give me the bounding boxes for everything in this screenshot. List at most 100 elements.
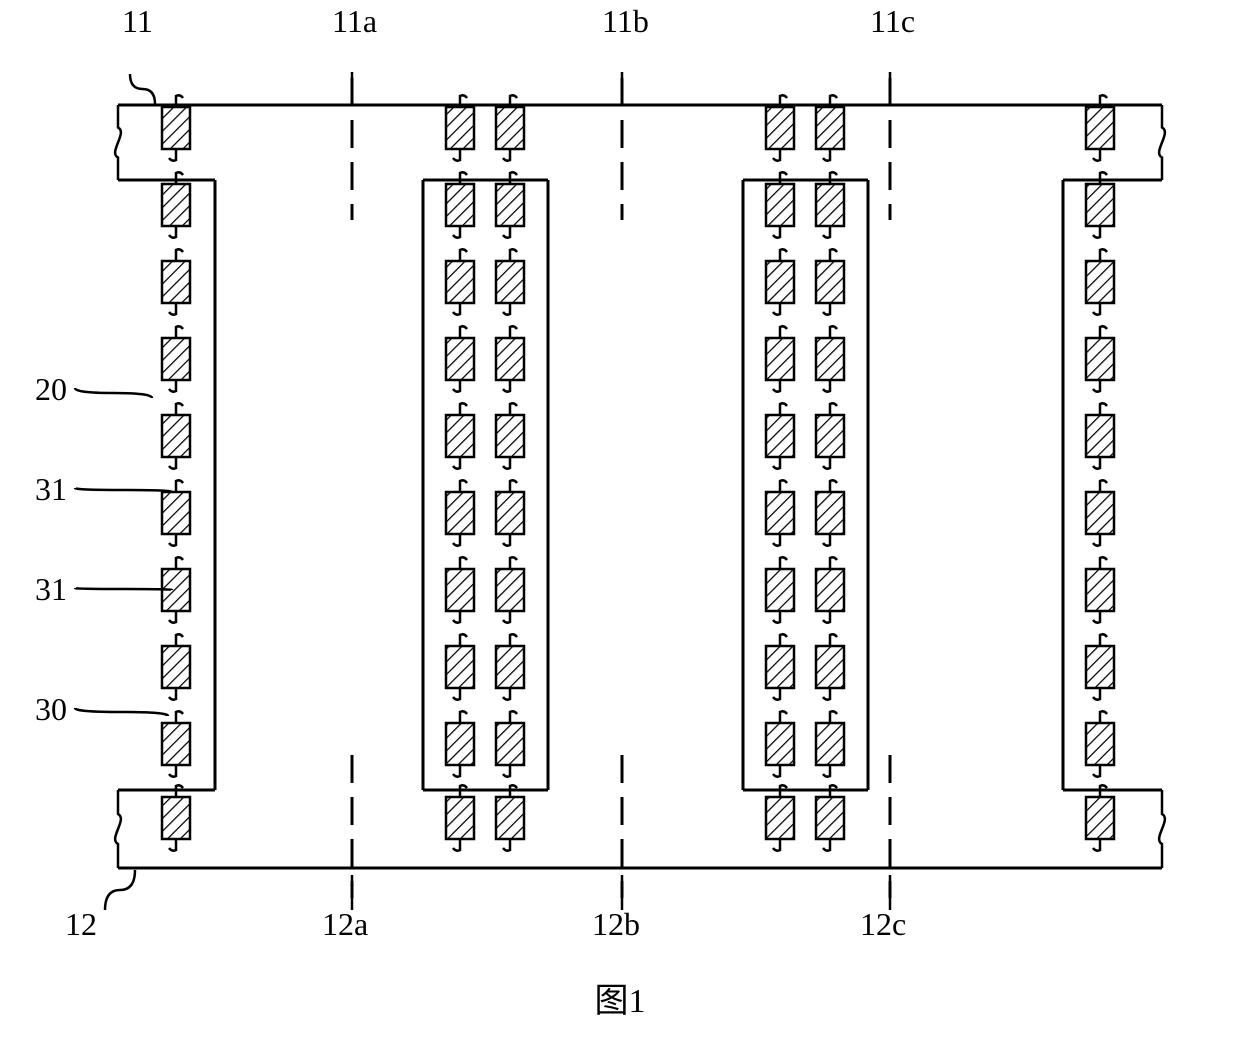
- element-wire-top: [1100, 249, 1107, 261]
- series-element: [1086, 492, 1114, 534]
- element-wire-bottom: [773, 765, 780, 777]
- leader-curve: [75, 488, 172, 492]
- series-element: [816, 107, 844, 149]
- element-wire-top: [830, 249, 837, 261]
- element-wire-bottom: [823, 534, 830, 546]
- element-wire-top: [780, 249, 787, 261]
- series-element: [496, 107, 524, 149]
- element-wire-top: [510, 249, 517, 261]
- series-element: [1086, 338, 1114, 380]
- series-element: [162, 184, 190, 226]
- element-wire-top: [780, 480, 787, 492]
- series-element: [766, 569, 794, 611]
- ref-label-11: 11: [122, 3, 153, 39]
- series-element: [766, 415, 794, 457]
- series-element: [446, 797, 474, 839]
- series-element: [162, 415, 190, 457]
- element-wire-bottom: [1093, 380, 1100, 392]
- element-wire-top: [510, 711, 517, 723]
- element-wire-bottom: [773, 149, 780, 161]
- element-wire-bottom: [1093, 226, 1100, 238]
- series-element: [766, 492, 794, 534]
- series-element: [816, 338, 844, 380]
- element-wire-top: [830, 480, 837, 492]
- element-wire-top: [780, 557, 787, 569]
- element-wire-bottom: [503, 765, 510, 777]
- element-wire-top: [780, 711, 787, 723]
- element-wire-bottom: [503, 303, 510, 315]
- element-wire-top: [830, 634, 837, 646]
- ref-label-12c: 12c: [860, 906, 906, 942]
- element-wire-top: [176, 634, 183, 646]
- series-element: [816, 492, 844, 534]
- element-wire-bottom: [503, 149, 510, 161]
- series-element: [446, 415, 474, 457]
- element-wire-bottom: [453, 149, 460, 161]
- series-element: [816, 184, 844, 226]
- break-mark: [115, 105, 121, 180]
- ref-label-30: 30: [35, 691, 67, 727]
- element-wire-bottom: [773, 380, 780, 392]
- element-wire-top: [510, 403, 517, 415]
- element-wire-top: [460, 634, 467, 646]
- element-wire-top: [176, 480, 183, 492]
- element-wire-top: [780, 172, 787, 184]
- element-wire-top: [830, 711, 837, 723]
- ref-label-31b: 31: [35, 571, 67, 607]
- element-wire-bottom: [823, 765, 830, 777]
- series-element: [1086, 261, 1114, 303]
- series-element: [162, 107, 190, 149]
- element-wire-top: [176, 172, 183, 184]
- leader-curve: [75, 388, 152, 398]
- element-wire-top: [460, 557, 467, 569]
- series-element: [446, 184, 474, 226]
- series-element: [1086, 107, 1114, 149]
- element-wire-bottom: [169, 765, 176, 777]
- element-wire-bottom: [1093, 839, 1100, 851]
- ref-label-11b: 11b: [602, 3, 649, 39]
- element-wire-bottom: [773, 457, 780, 469]
- element-wire-top: [510, 326, 517, 338]
- series-element: [766, 107, 794, 149]
- series-element: [446, 646, 474, 688]
- element-wire-bottom: [503, 457, 510, 469]
- leader-curve: [105, 870, 135, 910]
- series-element: [496, 569, 524, 611]
- figure-container: 1111a11b11c1212a12b12c20313130 图1: [0, 0, 1240, 1055]
- element-wire-bottom: [1093, 688, 1100, 700]
- leader-curve: [75, 708, 168, 716]
- element-wire-bottom: [823, 226, 830, 238]
- series-element: [766, 184, 794, 226]
- series-element: [162, 492, 190, 534]
- series-element: [162, 338, 190, 380]
- series-element: [766, 646, 794, 688]
- series-element: [446, 723, 474, 765]
- break-mark: [1159, 105, 1165, 180]
- series-element: [816, 415, 844, 457]
- element-wire-bottom: [169, 380, 176, 392]
- element-wire-top: [1100, 172, 1107, 184]
- element-wire-bottom: [1093, 303, 1100, 315]
- figure-caption: 图1: [595, 983, 646, 1020]
- element-wire-top: [176, 557, 183, 569]
- element-wire-bottom: [453, 380, 460, 392]
- series-element: [816, 569, 844, 611]
- element-wire-bottom: [169, 149, 176, 161]
- element-wire-top: [510, 480, 517, 492]
- element-wire-bottom: [1093, 611, 1100, 623]
- structure-group: [115, 105, 1165, 868]
- series-element: [446, 107, 474, 149]
- ref-label-11a: 11a: [332, 3, 377, 39]
- element-wire-bottom: [823, 303, 830, 315]
- series-element: [446, 569, 474, 611]
- series-element: [496, 184, 524, 226]
- dash-group: [352, 78, 890, 898]
- element-wire-top: [1100, 634, 1107, 646]
- element-wire-bottom: [453, 303, 460, 315]
- series-element: [496, 723, 524, 765]
- series-element: [816, 261, 844, 303]
- element-wire-top: [510, 172, 517, 184]
- element-wire-top: [1100, 711, 1107, 723]
- element-wire-top: [460, 172, 467, 184]
- element-wire-bottom: [453, 611, 460, 623]
